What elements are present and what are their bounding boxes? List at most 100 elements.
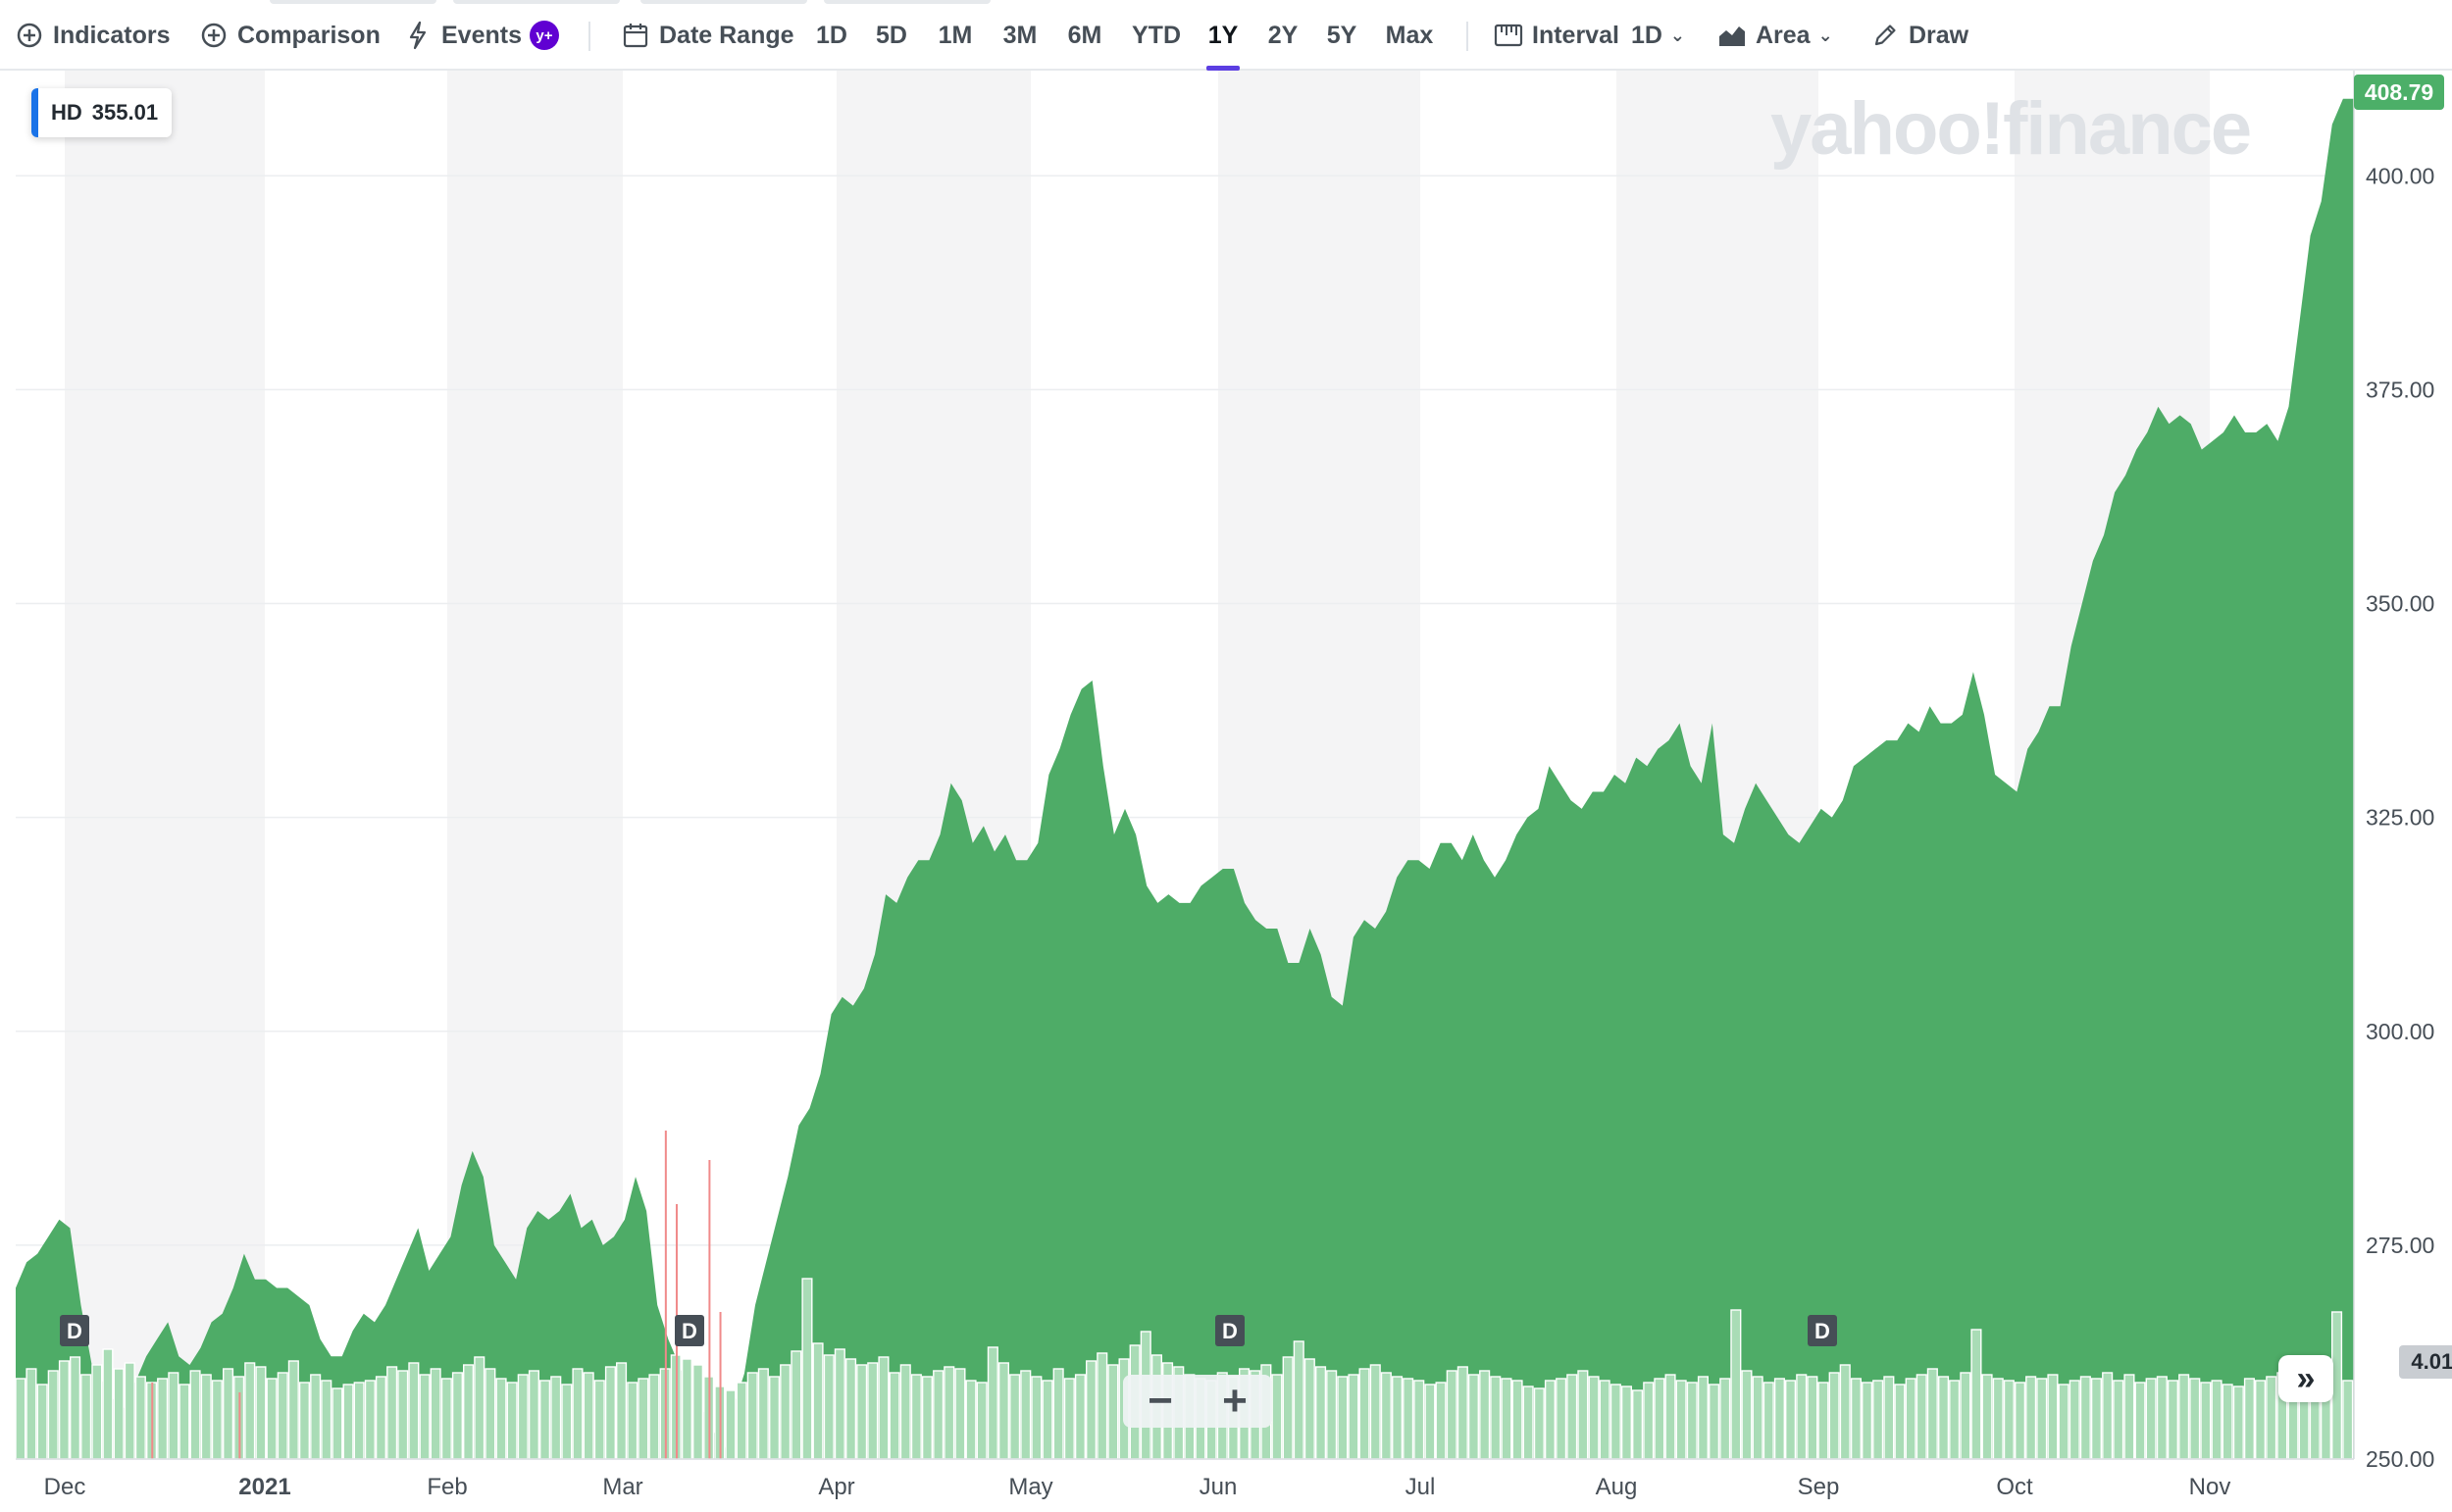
volume-bar <box>823 1354 835 1460</box>
x-tick-label: Nov <box>2189 1474 2231 1500</box>
volume-bar <box>681 1358 692 1460</box>
zoom-out-button[interactable]: − <box>1148 1377 1173 1425</box>
volume-bar <box>1686 1382 1698 1460</box>
volume-bar <box>179 1384 190 1460</box>
volume-bar <box>1631 1389 1644 1460</box>
volume-bar <box>375 1376 387 1460</box>
tab-stub <box>824 0 991 4</box>
last-volume-tag: 4.01M <box>2399 1345 2452 1379</box>
volume-bar <box>954 1368 966 1460</box>
chart-type-dropdown[interactable]: Area ⌄ <box>1716 0 1833 71</box>
x-axis: Dec 2021 Feb Mar Apr May Jun Jul Aug Sep Oct Nov <box>16 1458 2354 1500</box>
volume-bar <box>2025 1376 2037 1460</box>
volume-bar <box>495 1378 507 1460</box>
interval-dropdown[interactable]: Interval 1D ⌄ <box>1493 0 1685 71</box>
x-tick-label: May <box>1008 1474 1052 1500</box>
volume-bar <box>1446 1370 1457 1460</box>
range-2y[interactable]: 2Y <box>1267 21 1299 49</box>
volume-bar <box>1533 1387 1545 1460</box>
x-tick-label: Jul <box>1405 1474 1436 1500</box>
range-ytd[interactable]: YTD <box>1132 21 1181 49</box>
volume-bar <box>321 1380 332 1460</box>
date-range-button[interactable]: Date Range <box>620 0 794 71</box>
range-5y[interactable]: 5Y <box>1326 21 1357 49</box>
indicators-button[interactable]: Indicators <box>14 0 170 71</box>
month-shade <box>65 71 265 1459</box>
volume-bar <box>1522 1386 1534 1460</box>
volume-bar <box>583 1372 594 1460</box>
volume-bar <box>692 1364 704 1460</box>
scroll-to-latest-button[interactable]: » <box>2278 1355 2333 1402</box>
volume-bar <box>419 1374 431 1460</box>
volume-bar <box>561 1384 573 1460</box>
volume-bar <box>1719 1378 1731 1460</box>
x-tick-label: Feb <box>427 1474 467 1500</box>
symbol-legend[interactable]: HD 355.01 <box>31 88 173 137</box>
volume-bar <box>834 1348 845 1460</box>
x-tick-label: Aug <box>1596 1474 1638 1500</box>
draw-label: Draw <box>1909 21 1969 49</box>
volume-bar <box>1556 1378 1567 1460</box>
volume-bar <box>1009 1374 1021 1460</box>
tab-stub <box>453 0 620 4</box>
volume-bar <box>211 1380 223 1460</box>
volume-bar <box>1960 1372 1971 1460</box>
range-3m[interactable]: 3M <box>1002 21 1038 49</box>
comparison-button[interactable]: Comparison <box>198 0 381 71</box>
volume-bar <box>638 1378 649 1460</box>
volume-bar <box>517 1374 529 1460</box>
volume-bar <box>2145 1378 2157 1460</box>
volume-bar <box>856 1364 868 1460</box>
volume-bar <box>921 1376 933 1460</box>
toolbar-divider <box>1466 22 1468 51</box>
range-6m[interactable]: 6M <box>1067 21 1102 49</box>
volume-bar <box>528 1370 539 1460</box>
volume-bar <box>1403 1378 1414 1460</box>
y-tick-label: 275.00 <box>2366 1233 2434 1258</box>
x-tick-label: Oct <box>1996 1474 2033 1500</box>
zoom-in-button[interactable]: + <box>1222 1377 1248 1425</box>
volume-bar <box>2222 1384 2233 1460</box>
range-1y[interactable]: 1Y <box>1206 0 1240 71</box>
price-chart[interactable]: D D D D 400.00 375.00 350.00 325.00 300.00 275.0… <box>0 71 2452 1512</box>
y-tick-label: 350.00 <box>2366 591 2434 617</box>
volume-bar <box>1654 1378 1665 1460</box>
range-1d[interactable]: 1D <box>816 21 847 49</box>
volume-bar <box>1282 1356 1294 1460</box>
volume-bar <box>113 1368 125 1460</box>
dividend-marker: D <box>1215 1315 1245 1346</box>
volume-bar <box>124 1362 135 1460</box>
draw-button[interactable]: Draw <box>1869 0 1968 71</box>
volume-bar <box>2058 1384 2069 1460</box>
volume-bar <box>1905 1378 1916 1460</box>
ruler-icon <box>1493 20 1524 51</box>
volume-bar <box>2167 1380 2179 1460</box>
volume-bar <box>550 1376 562 1460</box>
volume-bar <box>298 1382 311 1460</box>
symbol-value: 355.01 <box>91 100 159 125</box>
volume-bar <box>1916 1374 1927 1460</box>
volume-bar <box>47 1370 59 1460</box>
volume-bar <box>933 1370 945 1460</box>
volume-bar <box>342 1384 354 1460</box>
volume-bar <box>889 1372 900 1460</box>
range-max[interactable]: Max <box>1385 21 1434 49</box>
volume-bar <box>1730 1309 1742 1460</box>
zoom-controls: − + <box>1123 1375 1272 1428</box>
volume-bar <box>69 1356 81 1460</box>
chart-type-label: Area <box>1756 21 1811 49</box>
volume-bar <box>1293 1340 1304 1460</box>
volume-bar <box>2123 1374 2135 1460</box>
volume-bar <box>648 1374 660 1460</box>
range-5d[interactable]: 5D <box>876 21 907 49</box>
volume-bar <box>1337 1376 1349 1460</box>
events-button[interactable]: Events y+ <box>402 0 559 71</box>
volume-bar <box>26 1368 37 1460</box>
volume-bar <box>899 1364 911 1460</box>
volume-bar <box>1807 1376 1818 1460</box>
volume-bar <box>1949 1380 1961 1460</box>
volume-bar <box>386 1366 398 1460</box>
volume-bar <box>1326 1370 1338 1460</box>
plus-circle-icon <box>14 20 45 51</box>
range-1m[interactable]: 1M <box>938 21 973 49</box>
